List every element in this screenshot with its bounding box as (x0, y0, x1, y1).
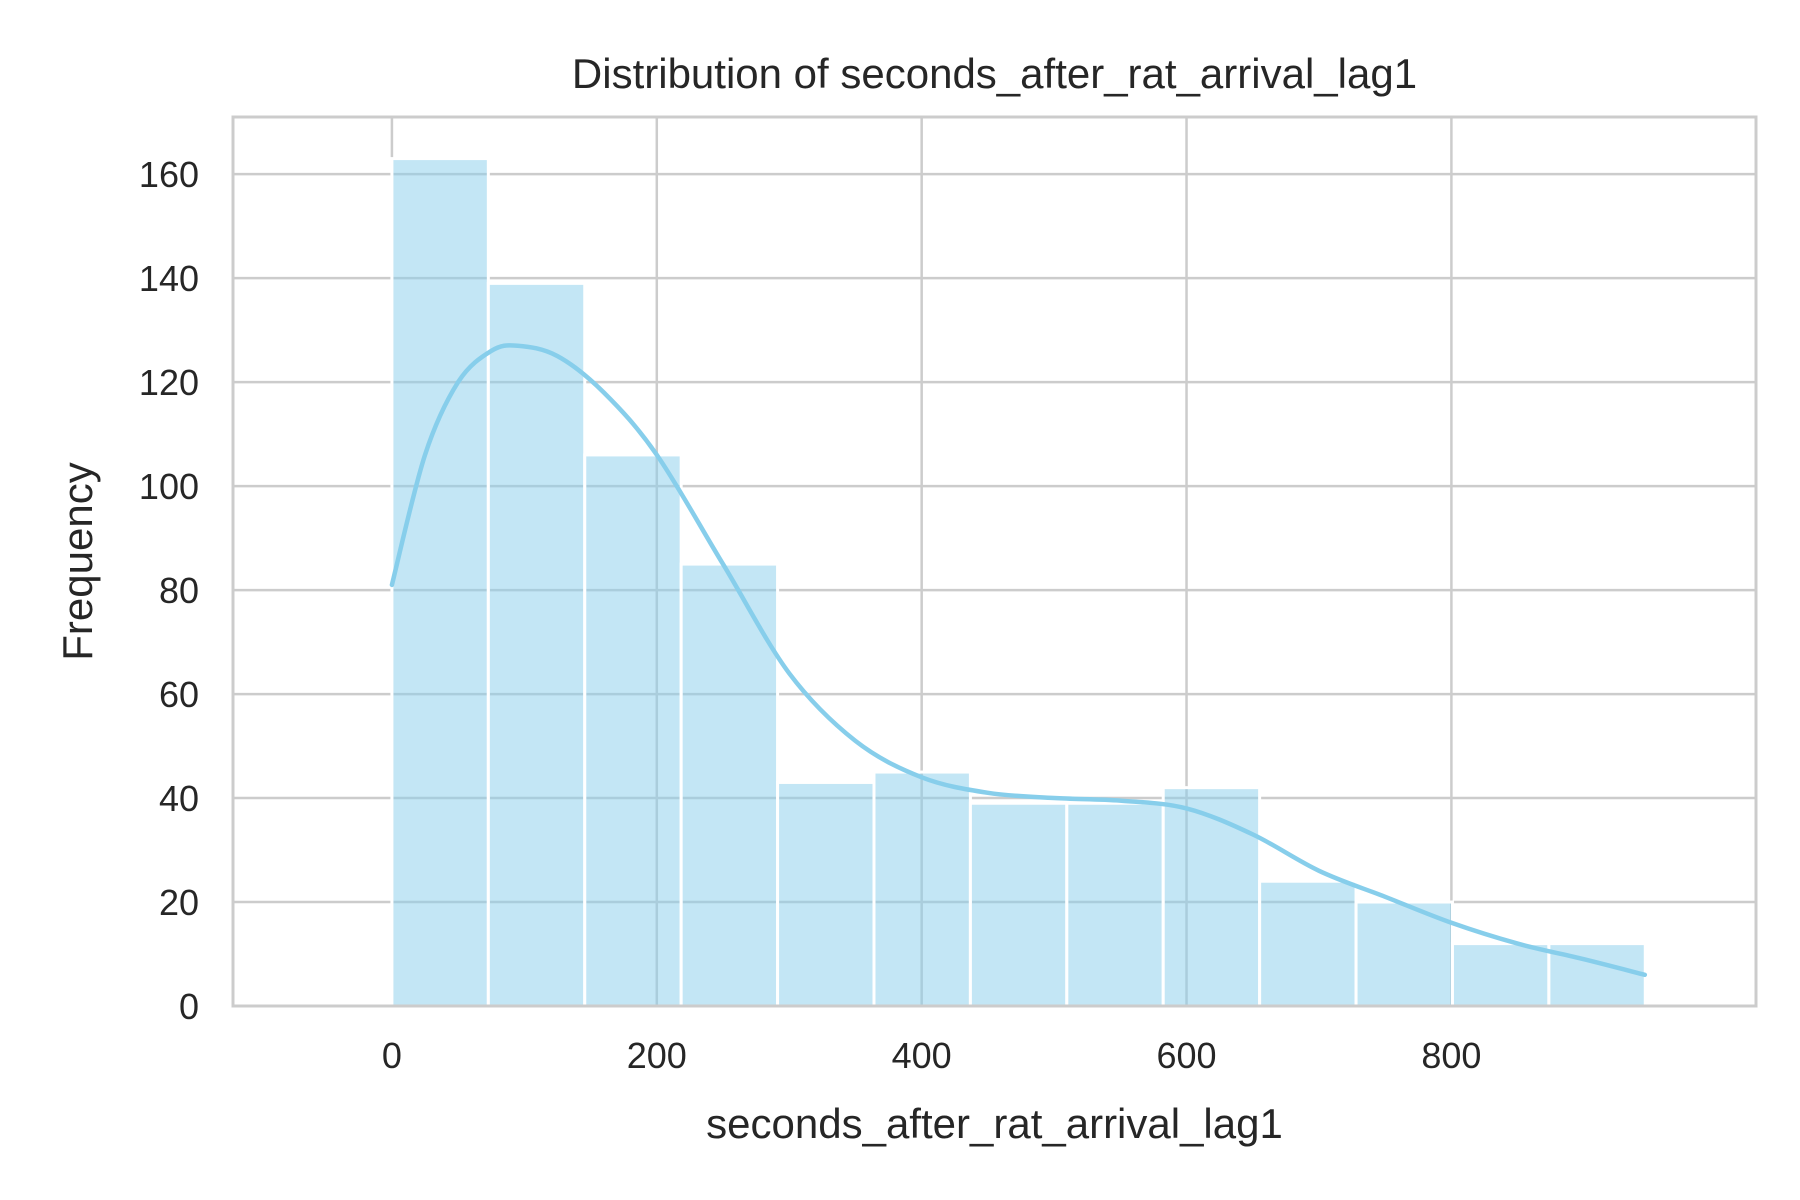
kde-curve (389, 343, 1648, 978)
y-tick-label: 100 (139, 466, 199, 507)
y-tick-label: 140 (139, 258, 199, 299)
x-tick-labels: 0 200 400 600 800 (382, 1035, 1482, 1076)
kde-curve-group (389, 343, 1648, 978)
x-axis-label: seconds_after_rat_arrival_lag1 (706, 1100, 1283, 1147)
histogram-bars (390, 157, 1647, 1008)
histogram-bar (776, 780, 876, 1008)
y-tick-label: 40 (159, 778, 199, 819)
y-tick-labels: 0 20 40 60 80 100 120 140 160 (139, 154, 199, 1027)
histogram-bar (872, 770, 972, 1008)
histogram-bar (1450, 942, 1551, 1008)
x-tick-label: 600 (1156, 1035, 1216, 1076)
y-axis-label: Frequency (54, 462, 101, 660)
histogram-bar (1258, 879, 1358, 1008)
chart-title: Distribution of seconds_after_rat_arriva… (572, 50, 1417, 97)
x-tick-label: 0 (382, 1035, 402, 1076)
histogram-bar (968, 801, 1069, 1008)
y-tick-label: 120 (139, 362, 199, 403)
y-tick-label: 160 (139, 154, 199, 195)
x-tick-label: 400 (892, 1035, 952, 1076)
x-tick-label: 200 (627, 1035, 687, 1076)
y-tick-label: 60 (159, 674, 199, 715)
histogram-bar (486, 281, 587, 1008)
y-tick-label: 0 (179, 986, 199, 1027)
y-tick-label: 80 (159, 570, 199, 611)
x-tick-label: 800 (1421, 1035, 1481, 1076)
histogram-bar (390, 157, 490, 1008)
plot-frame (231, 115, 1758, 1008)
histogram-bar (1065, 801, 1165, 1008)
y-tick-label: 20 (159, 882, 199, 923)
histogram-bar (583, 453, 683, 1008)
histogram-bar (1161, 786, 1262, 1008)
